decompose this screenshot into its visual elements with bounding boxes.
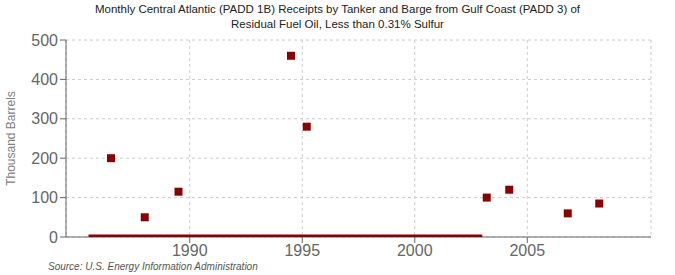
html-text:Monthly Central Atlantic (PADD: Monthly Central Atlantic (PADD 1B) Recei…	[94, 3, 581, 30]
svg-text:Thousand Barrels: Thousand Barrels	[8, 91, 18, 186]
svg-text:100: 100	[31, 189, 58, 206]
html-text:Source: U.S. Energy Informatio: Source: U.S. Energy Information Administ…	[48, 261, 258, 272]
svg-text:1995: 1995	[284, 242, 320, 259]
svg-text:200: 200	[31, 150, 58, 167]
svg-text:1990: 1990	[172, 242, 208, 259]
svg-text:0: 0	[49, 229, 58, 246]
svg-text:400: 400	[31, 71, 58, 88]
svg-text:2000: 2000	[397, 242, 433, 259]
svg-text:2005: 2005	[509, 242, 545, 259]
svg-text:300: 300	[31, 110, 58, 127]
svg-text:500: 500	[31, 34, 58, 49]
